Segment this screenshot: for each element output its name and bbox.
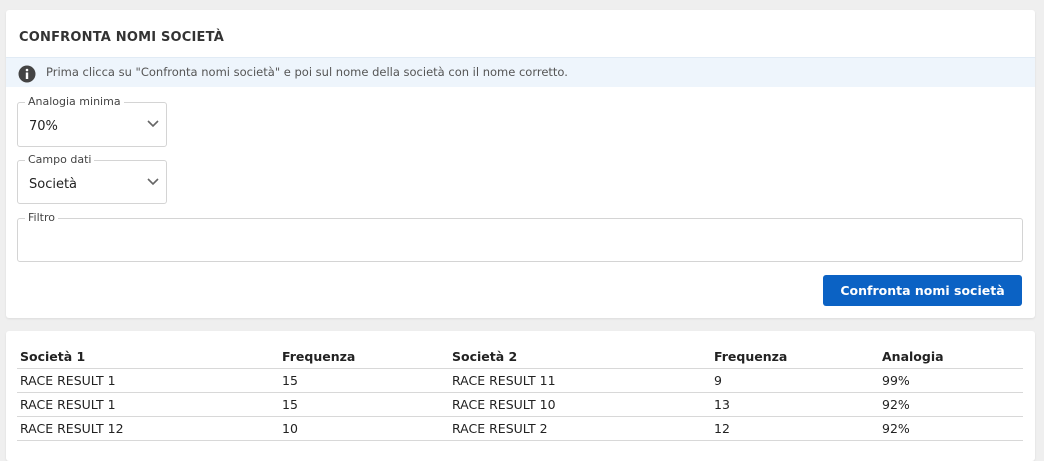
min-similarity-select[interactable]: Analogia minima 70%: [17, 95, 167, 147]
data-field-select[interactable]: Campo dati Società: [17, 153, 167, 204]
column-header: Società 2: [449, 344, 711, 369]
info-icon: [18, 65, 36, 83]
compare-panel: CONFRONTA NOMI SOCIETÀ Prima clicca su "…: [6, 10, 1035, 318]
table-cell: 12: [711, 416, 879, 441]
field-label: Analogia minima: [25, 95, 124, 108]
field-value: Società: [29, 177, 78, 192]
table-cell: 15: [279, 368, 449, 393]
info-bar: Prima clicca su "Confronta nomi società"…: [6, 57, 1035, 87]
table-cell: RACE RESULT 1: [17, 392, 279, 417]
column-header: Società 1: [17, 344, 279, 369]
table-cell: 15: [279, 392, 449, 417]
table-cell: 92%: [879, 392, 1023, 417]
table-cell: 9: [711, 368, 879, 393]
chevron: [147, 178, 159, 186]
panel-title: CONFRONTA NOMI SOCIETÀ: [19, 30, 224, 45]
results-panel: Società 1 Frequenza Società 2 Frequenza Anal…: [6, 331, 1035, 461]
field-label: Campo dati: [25, 153, 95, 166]
table-row[interactable]: RACE RESULT 1 15 RACE RESULT 11 9 99%: [17, 368, 1023, 393]
filter-input[interactable]: Filtro: [17, 211, 1023, 262]
table-cell: RACE RESULT 1: [17, 368, 279, 393]
table-cell: RACE RESULT 12: [17, 416, 279, 441]
column-header: Frequenza: [279, 344, 449, 369]
table-cell: 99%: [879, 368, 1023, 393]
table-cell: 13: [711, 392, 879, 417]
table-row[interactable]: RACE RESULT 1 15 RACE RESULT 10 13 92%: [17, 392, 1023, 417]
column-header: Analogia: [879, 344, 1023, 369]
table-cell: RACE RESULT 10: [449, 392, 711, 417]
table-cell: RACE RESULT 2: [449, 416, 711, 441]
table-cell: RACE RESULT 11: [449, 368, 711, 393]
table-cell: 92%: [879, 416, 1023, 441]
page: {"panel": {"title": "CONFRONTA NOMI SOCI…: [6, 10, 1035, 461]
chevron: [147, 120, 159, 128]
info-text: Prima clicca su "Confronta nomi società"…: [46, 65, 568, 79]
results-table: Società 1 Frequenza Società 2 Frequenza Anal…: [17, 344, 1023, 441]
compare-button[interactable]: Confronta nomi società: [823, 275, 1022, 306]
table-row[interactable]: RACE RESULT 12 10 RACE RESULT 2 12 92%: [17, 416, 1023, 441]
header-row: Società 1 Frequenza Società 2 Frequenza Anal…: [17, 344, 1023, 369]
table-cell: 10: [279, 416, 449, 441]
field-value: 70%: [29, 119, 58, 134]
field-label: Filtro: [25, 211, 58, 224]
column-header: Frequenza: [711, 344, 879, 369]
